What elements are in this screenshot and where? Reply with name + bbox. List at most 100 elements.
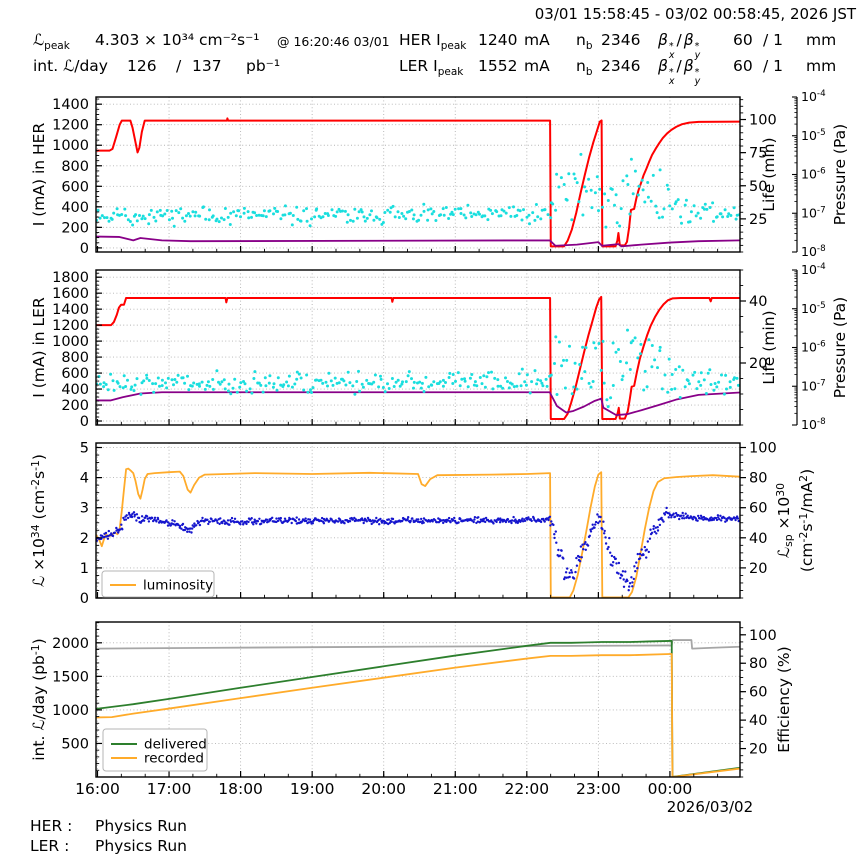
lpeak-value: 4.303 [95,31,140,49]
luminosity-left-tick-label: 1 [80,561,89,577]
her-current-right-tick-label: 50 [749,179,767,195]
scatter-specific-luminosity-dots [96,506,740,592]
ler-current-left-tick-label: 800 [61,350,89,366]
header-row-integrated: int. ℒ/day 126 / 137 pb⁻¹ LER Ipeak 1552… [0,57,864,85]
series-ler-beam-current [96,295,740,421]
legend-label-delivered: delivered [144,737,207,753]
luminosity-panel: 0 1 2 3 4 5 ℒ ×1034 (cm-2s-1) 20 40 60 80 100 ℒsp ×1… [29,441,816,607]
series-efficiency [96,639,740,650]
scatter-ler-beam-lifetime [96,328,740,409]
series-delivered [96,640,740,777]
integrated-luminosity-right-tick-label: 100 [749,628,777,644]
her-beta-value: 60 [733,31,753,49]
x-tick-label: 21:00 [433,780,478,798]
lpeak-timestamp: @ 16:20:46 03/01 [277,34,390,49]
x-tick-label: 18:00 [218,780,263,798]
scatter-her-beam-lifetime [96,152,740,229]
footer-ler-value: Physics Run [95,837,187,855]
luminosity-right-tick-label: 80 [749,471,767,487]
her-current-left-tick-label: 400 [61,200,89,216]
luminosity-right-axis-title: ℒsp ×1030 [774,483,795,558]
ler-current-right-tick-label: 40 [749,294,767,310]
integrated-luminosity-right-tick-label: 40 [749,713,767,729]
luminosity-left-tick-label: 2 [80,531,89,547]
intl-label: int. ℒ/day [33,57,108,75]
her-current-right-tick-label: 75 [749,146,767,162]
intl-unit: pb⁻¹ [246,57,281,75]
her-current-left-tick-label: 600 [61,179,89,195]
integrated-luminosity-left-axis-title: int. ℒ/day (pb-1) [29,638,48,760]
ler-ipeak-value: 1552 [478,57,518,75]
ler-current-left-tick-label: 200 [61,398,89,414]
her-current-left-tick-label: 1200 [52,118,89,134]
ler-current-left-tick-label: 1600 [52,286,89,302]
integrated-luminosity-left-tick-label: 500 [61,736,89,752]
ler-current-pressure-axis-title: Pressure (Pa) [831,297,849,398]
ler-current-left-tick-label: 1800 [52,270,89,286]
ler-current-right-tick-label: 20 [749,356,767,372]
x-tick-label: 16:00 [75,780,120,798]
her-current-left-tick-label: 0 [80,241,89,257]
ler-current-left-tick-label: 0 [80,414,89,430]
her-beta-value2: / 1 [763,31,784,49]
luminosity-right-tick-label: 60 [749,501,767,517]
ler-current-pressure-tick-label: 10-8 [801,417,826,432]
her-current-pressure-tick-label: 10-6 [801,167,826,182]
her-current-pressure-tick-label: 10-7 [801,205,826,220]
her-nb-label: nb [576,31,593,53]
ler-current-left-tick-label: 600 [61,366,89,382]
ler-current-right-axis-title: Life (min) [760,310,778,384]
x-tick-label: 22:00 [504,780,549,798]
ler-current-left-tick-label: 1400 [52,302,89,318]
her-beta-unit: mm [806,31,837,49]
lpeak-label: ℒpeak [33,31,70,52]
intl-value: 126 [127,57,157,75]
time-range-title: 03/01 15:58:45 - 03/02 00:58:45, 2026 JS… [534,5,856,23]
x-tick-label: 00:00 [648,780,693,798]
x-tick-label: 20:00 [361,780,406,798]
intl-sep: / [176,57,182,75]
ler-beta-unit: mm [806,57,837,75]
ler-beta-value2: / 1 [763,57,784,75]
series-her-pressure [96,235,740,248]
legend-label-recorded: recorded [144,751,204,767]
ler-current-left-tick-label: 1200 [52,318,89,334]
luminosity-left-tick-label: 3 [80,501,89,517]
ler-current-left-tick-label: 400 [61,382,89,398]
intl-total: 137 [192,57,222,75]
her-current-pressure-tick-label: 10-8 [801,244,826,259]
her-beta-label: β * x / β * y [658,31,701,61]
integrated-luminosity-right-tick-label: 80 [749,656,767,672]
ler-ipeak-unit: mA [524,57,550,75]
ler-nb-value: 2346 [601,57,641,75]
luminosity-legend: luminosity [101,570,215,598]
x-tick-label: 17:00 [147,780,192,798]
script-l-symbol: ℒ [33,31,45,49]
series-recorded [96,653,740,777]
integrated-luminosity-left-tick-label: 1000 [52,703,89,719]
integrated-luminosity-right-axis-title: Efficiency (%) [775,646,793,752]
ler-current-pressure-tick-label: 10-5 [801,301,826,316]
her-ipeak-value: 1240 [478,31,518,49]
footer-her-value: Physics Run [95,817,187,835]
x-tick-label: 23:00 [576,780,621,798]
her-current-right-tick-label: 25 [749,212,767,228]
footer-ler-label: LER : [30,837,70,855]
her-current-right-tick-label: 100 [749,113,777,129]
her-current-left-tick-label: 1000 [52,138,89,154]
series-ler-pressure [96,391,740,417]
luminosity-right-tick-label: 20 [749,561,767,577]
luminosity-right-tick-label: 40 [749,531,767,547]
her-current-left-axis-title: I (mA) in HER [30,123,48,227]
luminosity-left-tick-label: 5 [80,441,89,457]
her-current-left-tick-label: 200 [61,220,89,236]
lpeak-subscript: peak [44,40,70,53]
header-row-peak: ℒpeak 4.303 × 10³⁴ cm⁻²s⁻¹ @ 16:20:46 03… [0,31,864,59]
luminosity-left-tick-label: 4 [80,471,89,487]
